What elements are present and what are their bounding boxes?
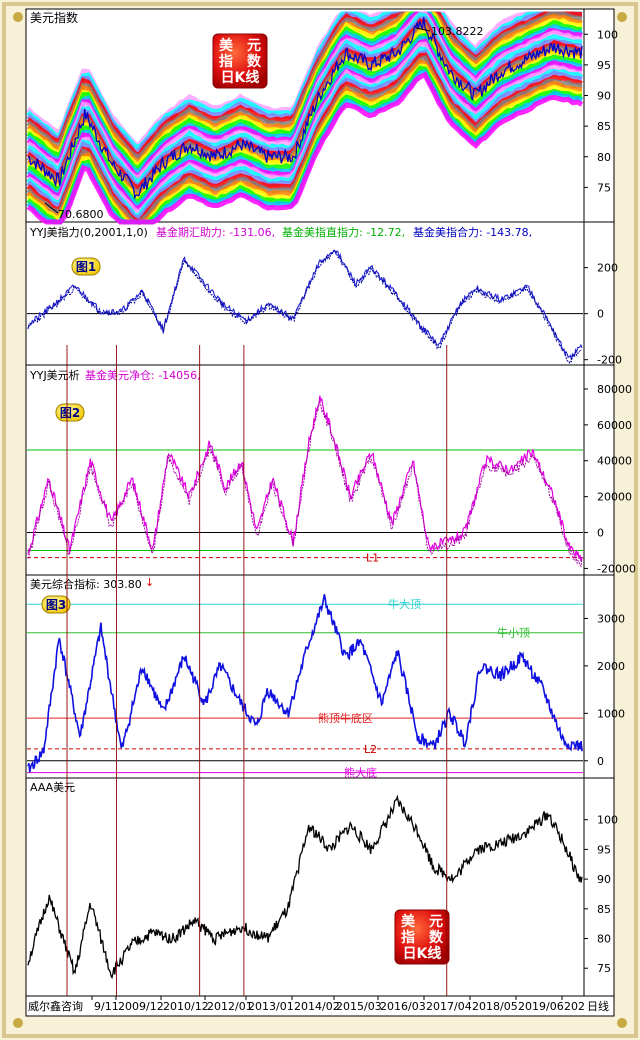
legend-entry: 基金期汇助力: -131.06, [156,225,275,239]
max-annotation: 103.8222 [431,25,484,38]
x-tick-label: 2017/04 [426,1000,472,1013]
panel1-tag [71,257,101,276]
x-tick-label: 2015/03 [336,1000,382,1013]
panel-dollar-force: YYJ美指力(0,2001,1,0) 基金期汇助力: -131.06, 基金美指直指… [27,225,622,367]
aaa-dollar-badge-text: 指 数 [401,929,444,946]
price#4-ytick-label: 85 [597,903,611,916]
dollar-index-badge-text: 美 元 [219,37,261,54]
panel-title: YYJ美元析 [29,368,80,382]
position#2-ytick-label: 80000 [597,383,632,396]
x-tick-label: 2013/01 [248,1000,294,1013]
panel3-tag [41,595,71,614]
reference-line-label: L1 [366,552,379,565]
x-tick-label: 2012/01 [207,1000,253,1013]
price#0-ytick-label: 85 [597,120,611,133]
ribbon-band [26,71,584,225]
reference-line-label: 熊顶牛底区 [318,711,373,725]
aaa-dollar-badge-text: 美 元 [401,913,443,930]
price#4-ytick-label: 80 [597,933,611,946]
price#0-ytick-label: 75 [597,181,611,194]
x-tick-label: 202 [564,1000,585,1013]
legend-entry: 基金美指合力: -143.78, [413,225,532,239]
price#4-ytick-label: 100 [597,814,618,827]
publisher-label: 威尔鑫咨询 [28,999,83,1013]
composite#3-ytick-label: 1000 [597,707,625,720]
composite#3-ytick-label: 3000 [597,612,625,625]
dollar-index-badge-text: 日K线 [221,69,260,86]
x-tick-label: 日线 [587,999,609,1013]
panel-title: AAA美元 [30,781,75,794]
panel2-tag-label: 图2 [60,406,80,420]
price#4-ytick-label: 95 [597,843,611,856]
x-tick-label: 2019/06 [518,1000,564,1013]
aaa-dollar-badge [394,909,450,965]
price#0-ytick-label: 95 [597,59,611,72]
legend-entry: 基金美元净仓: -14056, [85,368,201,382]
dollar-index-line [28,16,583,200]
x-tick-label: 2016/03 [380,1000,426,1013]
fund-net-position-line [27,395,583,562]
x-tick-label: 2014/02 [294,1000,340,1013]
min-annotation: 70.6800 [58,208,104,221]
panel3-tag-label: 图3 [46,598,66,612]
x-tick-label: 2010/12 [163,1000,209,1013]
x-tick-label: 2009/12 [118,1000,164,1013]
price#4-ytick-label: 90 [597,873,611,886]
composite#3-ytick-label: 0 [597,755,604,768]
signal-vertical-lines [66,345,448,996]
panel-fund-net-position: L1 YYJ美元析 基金美元净仓: -14056, 80000 60000 40000 20… [27,368,636,575]
dollar-index-badge [212,33,268,89]
position#2-ytick-label: 40000 [597,455,632,468]
position#2-ytick-label: 20000 [597,491,632,504]
position#2-ytick-label: 60000 [597,419,632,432]
force#1-ytick-label: -200 [597,354,622,367]
down-arrow-icon: ↓ [145,576,154,589]
corner-ornaments [13,12,627,1028]
composite#3-ytick-label: 2000 [597,660,625,673]
fund-futures-force-line [27,249,583,364]
dollar-index-badge-text: 指 数 [219,53,262,70]
price#0-ytick-label: 90 [597,90,611,103]
legend-entry: 基金美指直指力: -12.72, [282,225,405,239]
price#0-ytick-label: 80 [597,151,611,164]
reference-line-label: L2 [364,743,377,756]
min-annotation-pointer [44,202,59,214]
position#2-ytick-label: 0 [597,527,604,540]
reference-line-label: 牛小顶 [497,626,530,640]
x-tick-label: 9/11 [94,1000,119,1013]
aaa-dollar-badge-text: 日K线 [403,945,442,962]
max-annotation-pointer [415,27,431,32]
aaa-dollar-line [27,794,583,980]
composite-indicator-line [27,594,583,773]
panel1-tag-label: 图1 [76,260,96,274]
force#1-ytick-label: 200 [597,262,618,275]
price#0-ytick-label: 100 [597,28,618,41]
x-tick-label: 2018/05 [472,1000,518,1013]
reference-line-label: 熊大底 [344,766,377,780]
panel-title: YYJ美指力(0,2001,1,0) [29,225,148,239]
panel-title: 美元综合指标: 303.80 [30,577,142,591]
price#4-ytick-label: 75 [597,962,611,975]
position#2-ytick-label: -20000 [597,562,636,575]
panel2-tag [55,403,85,422]
force#1-ytick-label: 0 [597,308,604,321]
fund-net-position-shadow [27,400,583,568]
panel-title: 美元指数 [30,10,78,25]
reference-line-label: 牛大顶 [388,597,421,611]
